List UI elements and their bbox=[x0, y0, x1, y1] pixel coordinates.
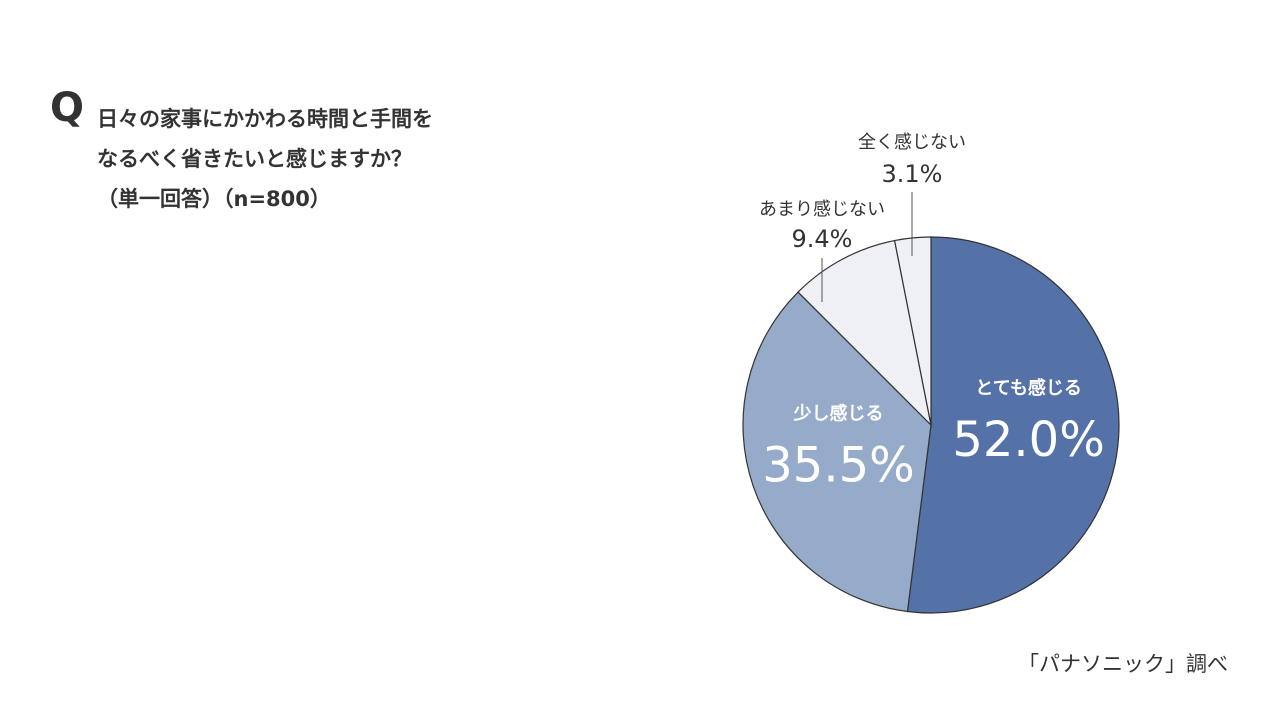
slice-value: 9.4% bbox=[792, 225, 853, 253]
pie-slice bbox=[893, 236, 932, 426]
pie-slice bbox=[742, 291, 932, 613]
slice-value: 35.5% bbox=[762, 438, 914, 494]
slice-category: あまり感じない bbox=[759, 199, 885, 220]
source: 「パナソニック」調べ bbox=[1018, 652, 1228, 676]
pie-slice bbox=[797, 239, 932, 427]
slice-value: 52.0% bbox=[952, 412, 1104, 468]
title-prefix: Q bbox=[50, 85, 84, 131]
slice-value: 3.1% bbox=[882, 160, 943, 188]
slice-category: とても感じる bbox=[975, 377, 1082, 399]
title-line: なるべく省きたいと感じますか？ bbox=[97, 147, 412, 171]
pie-slice bbox=[906, 236, 1120, 614]
title-line: 日々の家事にかかわる時間と手間を bbox=[97, 107, 433, 131]
slice-category: 少し感じる bbox=[793, 403, 884, 425]
note: （単一回答）（n=800） bbox=[97, 187, 331, 211]
slice-category: 全く感じない bbox=[858, 132, 966, 153]
